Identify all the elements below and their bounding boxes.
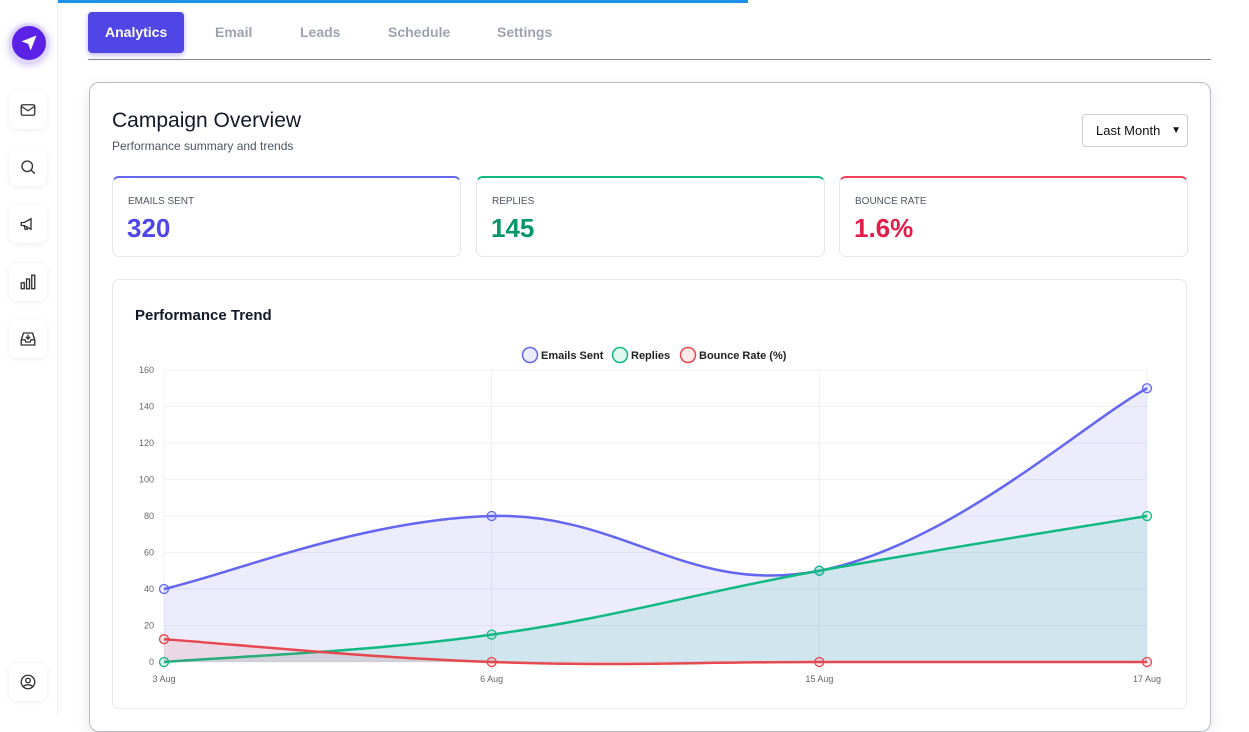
x-tick-label: 15 Aug [805, 674, 833, 684]
y-tick-label: 100 [139, 475, 154, 485]
x-tick-label: 17 Aug [1133, 674, 1161, 684]
stat-value: 145 [491, 213, 535, 243]
data-point [486, 629, 497, 640]
date-range-select[interactable]: Last Month ▼ [1082, 114, 1188, 147]
series-area [164, 639, 1147, 665]
stat-emails-sent: EMAILS SENT 320 [112, 176, 461, 257]
tab-email[interactable]: Email [215, 24, 253, 40]
bar-chart-icon [20, 274, 36, 290]
legend-label: Bounce Rate (%) [699, 350, 787, 362]
inbox-icon [20, 332, 36, 346]
data-point [486, 656, 497, 668]
y-tick-label: 40 [144, 584, 154, 594]
tab-settings[interactable]: Settings [497, 24, 553, 40]
campaign-overview-card: Campaign Overview Performance summary an… [89, 82, 1211, 732]
y-tick-label: 20 [144, 621, 154, 631]
user-icon [20, 674, 36, 690]
page-subtitle: Performance summary and trends [112, 139, 294, 153]
sidebar-item-analytics[interactable] [9, 263, 47, 301]
stat-replies: REPLIES 145 [476, 176, 825, 257]
megaphone-icon [20, 217, 32, 231]
y-tick-label: 160 [139, 365, 154, 375]
date-range-value: Last Month [1096, 123, 1161, 138]
search-icon [21, 160, 36, 175]
tab-schedule[interactable]: Schedule [388, 24, 451, 40]
series-area [164, 516, 1147, 662]
sidebar-item-search[interactable] [9, 148, 47, 186]
tab-analytics[interactable]: Analytics [88, 12, 185, 53]
chart-title: Performance Trend [135, 307, 272, 324]
data-point [1141, 510, 1153, 522]
stat-value: 1.6% [854, 213, 914, 243]
sidebar [0, 0, 58, 717]
stat-bounce-rate: BOUNCE RATE 1.6% [839, 176, 1188, 257]
sidebar-item-profile[interactable] [9, 663, 47, 701]
stat-label: EMAILS SENT [128, 196, 195, 207]
data-point [814, 656, 825, 668]
legend-marker [521, 346, 539, 364]
chevron-down-icon: ▼ [1171, 125, 1181, 136]
data-point [158, 634, 170, 645]
data-point [158, 656, 170, 668]
mail-icon [20, 104, 36, 116]
y-tick-label: 60 [144, 548, 154, 558]
tab-leads[interactable]: Leads [300, 24, 341, 40]
y-tick-label: 0 [149, 657, 154, 667]
data-point [1141, 656, 1153, 668]
performance-chart: 0 20 40 60 80 100 120 140 160 3 Aug 6 Aug 15 Aug 17 … [139, 346, 1161, 684]
performance-trend-card: Performance Trend 0 20 40 60 80 100 120 140 160 3… [112, 279, 1187, 709]
x-tick-label: 3 Aug [152, 674, 175, 684]
sidebar-item-mail[interactable] [9, 91, 47, 129]
series-line [163, 637, 1147, 666]
y-tick-label: 120 [139, 438, 154, 448]
stat-value: 320 [127, 213, 171, 243]
data-point [486, 510, 497, 522]
data-point [158, 583, 170, 595]
sidebar-item-campaigns[interactable] [9, 205, 47, 243]
data-point [814, 565, 825, 576]
legend-marker [679, 346, 697, 364]
tab-bar: Analytics Email Leads Schedule Settings [88, 12, 1211, 60]
y-tick-label: 140 [139, 402, 154, 412]
legend-marker [611, 346, 629, 364]
sidebar-item-inbox[interactable] [9, 320, 47, 358]
y-tick-label: 80 [144, 511, 154, 521]
series-line [163, 514, 1148, 664]
page-title: Campaign Overview [112, 109, 302, 132]
series-line [163, 387, 1148, 591]
loading-bar [0, 0, 748, 3]
stat-label: BOUNCE RATE [855, 196, 927, 207]
legend-label: Replies [631, 350, 670, 362]
x-tick-label: 6 Aug [480, 674, 503, 684]
legend-label: Emails Sent [541, 350, 604, 362]
send-icon[interactable] [9, 23, 49, 63]
series-area [164, 388, 1147, 662]
stat-label: REPLIES [492, 196, 535, 207]
data-point [1141, 383, 1153, 394]
